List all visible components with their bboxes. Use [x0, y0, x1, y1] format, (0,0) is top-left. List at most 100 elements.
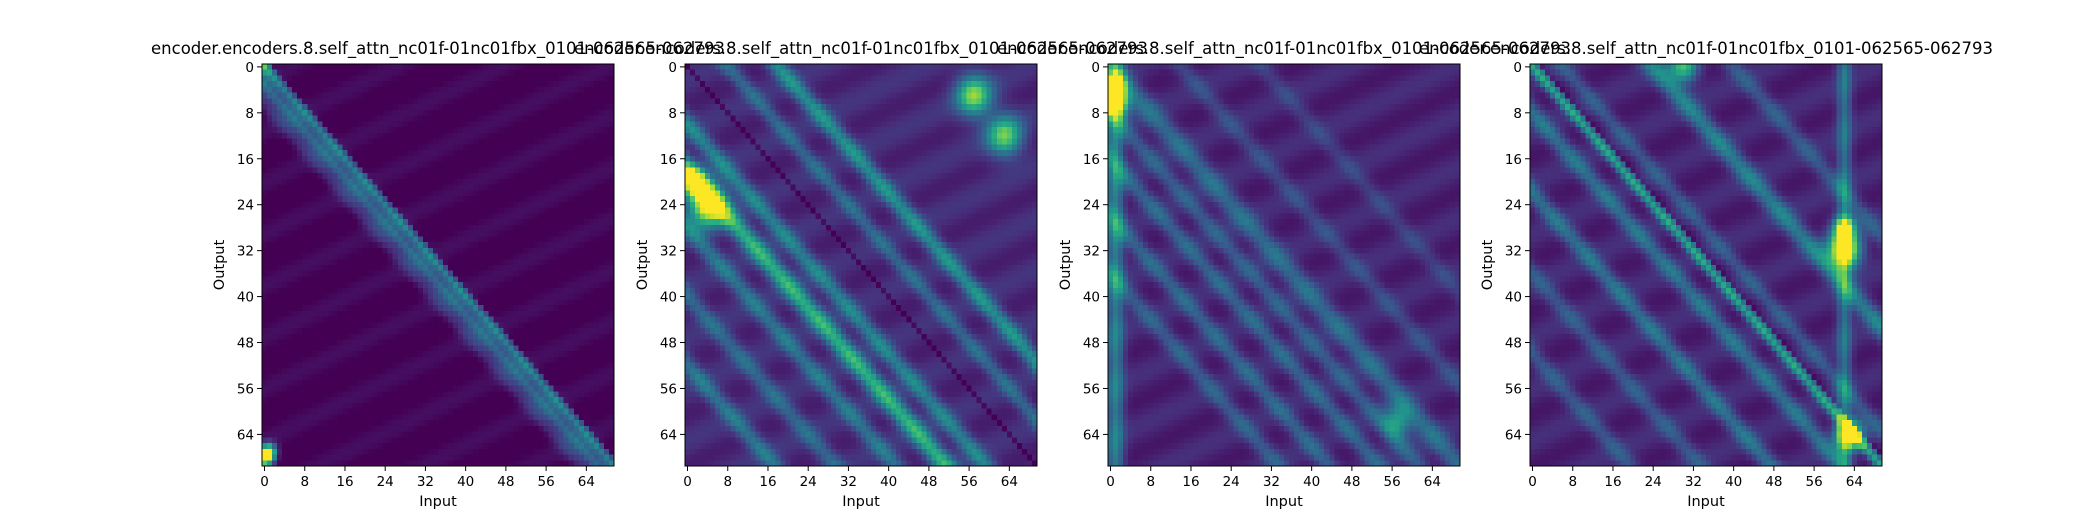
heatmap-cell [302, 317, 307, 323]
heatmap-cell [428, 225, 433, 231]
heatmap-cell [358, 93, 363, 99]
heatmap-cell [307, 121, 312, 127]
heatmap-cell [322, 87, 327, 93]
heatmap-cell [549, 460, 554, 466]
heatmap-cell [518, 334, 523, 340]
heatmap-cell [468, 248, 473, 254]
heatmap-cell [599, 219, 604, 225]
heatmap-cell [468, 133, 473, 139]
heatmap-cell [463, 81, 468, 87]
heatmap-cell [358, 173, 363, 179]
heatmap-cell [428, 70, 433, 76]
heatmap-cell [317, 449, 322, 455]
heatmap-cell [549, 414, 554, 420]
heatmap-cell [589, 363, 594, 369]
heatmap-cell [549, 219, 554, 225]
heatmap-cell [594, 363, 599, 369]
heatmap-cell [292, 311, 297, 317]
heatmap-cell [473, 317, 478, 323]
heatmap-cell [383, 322, 388, 328]
heatmap-cell [312, 276, 317, 282]
heatmap-cell [549, 351, 554, 357]
heatmap-cell [408, 150, 413, 156]
heatmap-cell [307, 460, 312, 466]
heatmap-cell [282, 351, 287, 357]
heatmap-cell [473, 420, 478, 426]
heatmap-cell [513, 150, 518, 156]
heatmap-cell [403, 322, 408, 328]
heatmap-cell [292, 282, 297, 288]
heatmap-cell [488, 294, 493, 300]
heatmap-cell [378, 311, 383, 317]
heatmap-cell [594, 179, 599, 185]
heatmap-cell [317, 282, 322, 288]
heatmap-cell [337, 196, 342, 202]
heatmap-cell [297, 98, 302, 104]
heatmap-cell [513, 305, 518, 311]
heatmap-cell [534, 93, 539, 99]
heatmap-cell [307, 403, 312, 409]
heatmap-cell [403, 397, 408, 403]
heatmap-cell [539, 322, 544, 328]
heatmap-cell [594, 334, 599, 340]
heatmap-cell [559, 185, 564, 191]
heatmap-cell [579, 397, 584, 403]
heatmap-cell [388, 225, 393, 231]
heatmap-cell [262, 179, 267, 185]
heatmap-cell [322, 391, 327, 397]
heatmap-cell [518, 271, 523, 277]
heatmap-cell [498, 351, 503, 357]
heatmap-cell [383, 190, 388, 196]
heatmap-cell [559, 426, 564, 432]
heatmap-cell [388, 196, 393, 202]
heatmap-cell [413, 93, 418, 99]
heatmap-cell [513, 374, 518, 380]
heatmap-cell [488, 208, 493, 214]
heatmap-cell [503, 116, 508, 122]
heatmap-cell [574, 460, 579, 466]
heatmap-cell [262, 139, 267, 145]
heatmap-cell [498, 225, 503, 231]
heatmap-cell [413, 368, 418, 374]
heatmap-cell [292, 116, 297, 122]
heatmap-cell [312, 98, 317, 104]
heatmap-cell [448, 380, 453, 386]
heatmap-cell [438, 81, 443, 87]
heatmap-cell [297, 282, 302, 288]
heatmap-cell [363, 449, 368, 455]
heatmap-cell [307, 70, 312, 76]
heatmap-cell [493, 363, 498, 369]
heatmap-cell [302, 87, 307, 93]
heatmap-cell [393, 299, 398, 305]
heatmap-cell [337, 397, 342, 403]
heatmap-cell [584, 334, 589, 340]
heatmap-cell [418, 426, 423, 432]
heatmap-cell [503, 328, 508, 334]
heatmap-cell [423, 420, 428, 426]
heatmap-cell [518, 391, 523, 397]
heatmap-cell [554, 70, 559, 76]
heatmap-cell [539, 167, 544, 173]
heatmap-cell [433, 363, 438, 369]
heatmap-cell [488, 162, 493, 168]
heatmap-cell [529, 380, 534, 386]
heatmap-cell [327, 317, 332, 323]
heatmap-cell [322, 93, 327, 99]
heatmap-cell [272, 219, 277, 225]
heatmap-cell [347, 386, 352, 392]
heatmap-cell [569, 305, 574, 311]
heatmap-cell [579, 322, 584, 328]
heatmap-cell [564, 121, 569, 127]
heatmap-cell [589, 104, 594, 110]
heatmap-cell [428, 93, 433, 99]
heatmap-cell [599, 432, 604, 438]
heatmap-cell [428, 254, 433, 260]
heatmap-cell [473, 282, 478, 288]
heatmap-cell [508, 357, 513, 363]
heatmap-cell [468, 322, 473, 328]
heatmap-cell [277, 156, 282, 162]
heatmap-cell [534, 397, 539, 403]
heatmap-cell [523, 127, 528, 133]
heatmap-cell [353, 179, 358, 185]
heatmap-cell [458, 328, 463, 334]
